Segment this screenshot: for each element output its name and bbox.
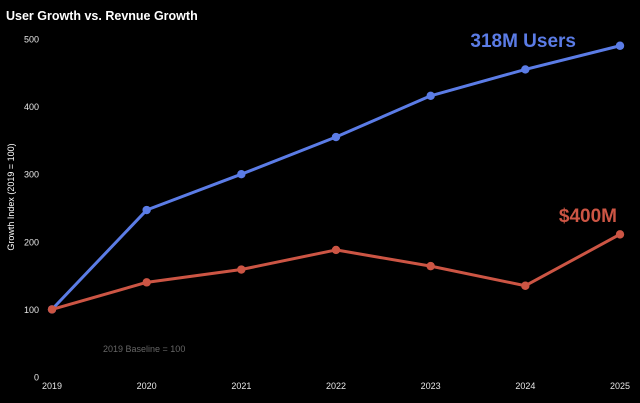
y-tick-label: 500 (24, 35, 39, 45)
revenue-growth-point (47, 305, 57, 314)
revenue-growth-point (331, 245, 341, 255)
x-tick-label: 2022 (326, 381, 346, 391)
x-ticks: 2019 2020 2021 2022 2023 2024 2025 (42, 381, 630, 391)
revenue-growth-series (47, 230, 625, 314)
revenue-growth-point (142, 278, 151, 287)
users-callout: 318M Users (470, 31, 576, 52)
user-growth-point (142, 205, 151, 215)
y-tick-label: 0 (34, 373, 39, 383)
y-tick-label: 400 (24, 102, 39, 112)
x-tick-label: 2024 (515, 381, 535, 391)
y-ticks: 0 100 200 300 400 500 (24, 35, 39, 383)
x-tick-label: 2023 (421, 381, 441, 391)
x-tick-label: 2021 (231, 381, 251, 391)
user-growth-point (331, 132, 341, 142)
baseline-note: 2019 Baseline = 100 (103, 344, 185, 354)
y-tick-label: 100 (24, 305, 39, 315)
revenue-growth-point (521, 281, 530, 290)
user-growth-point (426, 91, 435, 100)
y-axis-label: Growth Index (2019 = 100) (6, 143, 16, 250)
chart-title: User Growth vs. Revnue Growth (6, 9, 198, 23)
revenue-growth-line (50, 232, 622, 311)
y-tick-label: 300 (24, 170, 39, 180)
revenue-callout: $400M (559, 206, 617, 227)
user-growth-series (47, 41, 625, 314)
user-growth-point (521, 65, 530, 74)
revenue-growth-point (615, 230, 625, 239)
x-tick-label: 2020 (137, 381, 157, 391)
revenue-growth-point (237, 265, 246, 274)
series-layer (47, 41, 625, 314)
x-tick-label: 2025 (610, 381, 630, 391)
x-tick-label: 2019 (42, 381, 62, 391)
revenue-growth-point (426, 261, 435, 271)
user-growth-line (50, 44, 622, 311)
user-growth-point (615, 41, 625, 50)
y-tick-label: 200 (24, 237, 39, 247)
user-growth-point (237, 170, 246, 179)
